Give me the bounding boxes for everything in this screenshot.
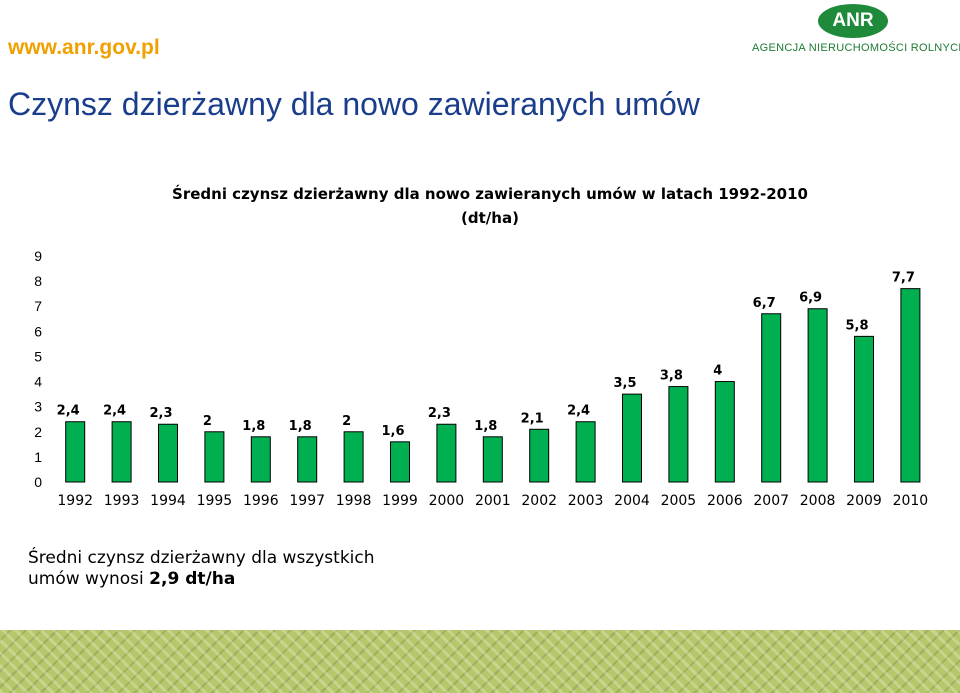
bar xyxy=(111,421,132,483)
chart-title-line1: Średni czynsz dzierżawny dla nowo zawier… xyxy=(172,185,808,203)
bar xyxy=(900,288,921,483)
bar-value-label: 5,8 xyxy=(845,318,868,333)
x-tick-label: 2003 xyxy=(568,493,604,509)
y-tick-label: 3 xyxy=(34,399,42,415)
bar xyxy=(390,441,410,483)
footer-pattern-band xyxy=(0,630,960,693)
y-tick-label: 9 xyxy=(34,248,42,264)
slide-title: Czynsz dzierżawny dla nowo zawieranych u… xyxy=(8,86,700,122)
bar-value-label: 1,8 xyxy=(289,419,312,434)
x-tick-label: 2004 xyxy=(614,493,650,509)
x-tick-label: 1999 xyxy=(382,493,418,509)
anr-logo: ANR AGENCJA NIERUCHOMOŚCI ROLNYCH xyxy=(752,4,960,56)
bar-value-label: 6,9 xyxy=(799,291,822,306)
x-tick-label: 1994 xyxy=(150,493,186,509)
x-tick-label: 2009 xyxy=(846,493,882,509)
summary-note: Średni czynsz dzierżawny dla wszystkich … xyxy=(28,548,375,590)
site-url[interactable]: www.anr.gov.pl xyxy=(8,36,160,59)
x-tick-label: 2005 xyxy=(661,493,697,509)
x-tick-label: 2006 xyxy=(707,493,743,509)
bar-value-label: 3,8 xyxy=(660,369,683,384)
logo-badge-icon: ANR xyxy=(818,4,888,38)
bar-chart: 0 1 2 3 4 5 6 7 8 9 2,4 1992 2,4 1993 2,3 1994 2 1995 1,8 1… xyxy=(34,248,929,509)
bar-value-label: 4 xyxy=(713,364,722,379)
x-tick-label: 1996 xyxy=(243,493,279,509)
bar-value-label: 1,6 xyxy=(381,424,404,439)
y-tick-label: 7 xyxy=(34,298,42,314)
bar xyxy=(204,431,225,483)
bar xyxy=(761,313,782,483)
y-tick-label: 2 xyxy=(34,424,42,440)
x-tick-label: 2008 xyxy=(800,493,836,509)
bar-value-label: 2 xyxy=(342,414,351,429)
y-tick-label: 0 xyxy=(34,474,42,490)
bar-value-label: 2,3 xyxy=(428,406,451,421)
bar xyxy=(854,335,874,483)
y-tick-label: 1 xyxy=(34,449,42,465)
x-tick-label: 2007 xyxy=(753,493,789,509)
bar xyxy=(65,421,86,483)
y-tick-label: 6 xyxy=(34,323,42,339)
x-tick-label: 1992 xyxy=(57,493,93,509)
note-line1: Średni czynsz dzierżawny dla wszystkich xyxy=(28,548,375,568)
bar xyxy=(529,428,550,483)
bar-value-label: 3,5 xyxy=(613,376,636,391)
x-tick-label: 2002 xyxy=(521,493,557,509)
bar xyxy=(158,423,178,483)
bar-value-label: 7,7 xyxy=(892,271,915,286)
chart-title-line2: (dt/ha) xyxy=(461,209,519,227)
bar-value-label: 1,8 xyxy=(474,419,497,434)
x-tick-label: 1998 xyxy=(336,493,372,509)
bar xyxy=(575,421,596,483)
note-line2: umów wynosi 2,9 dt/ha xyxy=(28,569,375,590)
note-line2-prefix: umów wynosi xyxy=(28,569,150,589)
bar xyxy=(436,423,457,483)
bar xyxy=(250,436,271,483)
bar-value-label: 2 xyxy=(203,414,212,429)
bar xyxy=(714,381,735,483)
y-tick-label: 8 xyxy=(34,273,42,289)
y-tick-label: 5 xyxy=(34,348,42,364)
bar xyxy=(482,436,503,483)
bar-value-label: 2,4 xyxy=(57,404,80,419)
x-tick-label: 2010 xyxy=(893,493,929,509)
chart-title: Średni czynsz dzierżawny dla nowo zawier… xyxy=(60,182,920,230)
x-tick-label: 2000 xyxy=(429,493,465,509)
note-average-value: 2,9 dt/ha xyxy=(149,569,236,589)
x-tick-label: 1993 xyxy=(104,493,140,509)
bar-value-label: 2,4 xyxy=(103,404,126,419)
bar xyxy=(807,308,828,483)
bar xyxy=(297,436,318,483)
bar xyxy=(668,386,689,483)
bar-value-label: 1,8 xyxy=(242,419,265,434)
x-tick-label: 1995 xyxy=(197,493,233,509)
logo-agency-name: AGENCJA NIERUCHOMOŚCI ROLNYCH xyxy=(752,42,960,54)
logo-abbr: ANR xyxy=(832,10,874,31)
bar-value-label: 2,4 xyxy=(567,404,590,419)
x-tick-label: 1997 xyxy=(289,493,325,509)
bar xyxy=(622,393,642,483)
bar-value-label: 2,3 xyxy=(149,406,172,421)
bar-value-label: 2,1 xyxy=(521,411,544,426)
bar xyxy=(343,431,364,483)
bar-value-label: 6,7 xyxy=(753,296,776,311)
x-tick-label: 2001 xyxy=(475,493,511,509)
y-tick-label: 4 xyxy=(34,374,42,390)
